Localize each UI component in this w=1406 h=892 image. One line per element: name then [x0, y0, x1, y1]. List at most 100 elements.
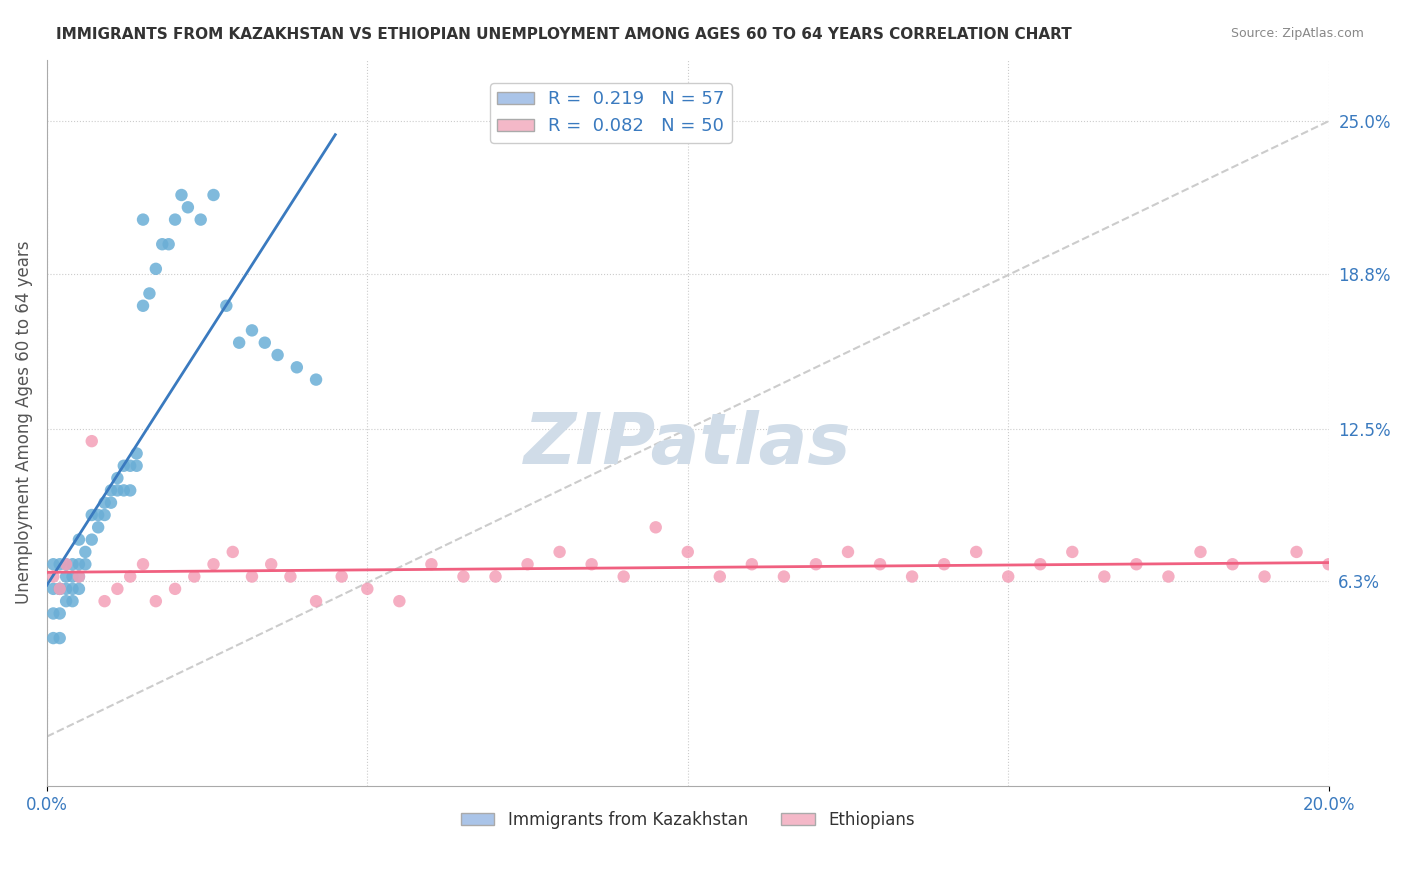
Point	[138, 286, 160, 301]
Point	[112, 483, 135, 498]
Point	[804, 558, 827, 572]
Point	[48, 631, 70, 645]
Point	[55, 558, 77, 572]
Point	[80, 508, 103, 522]
Point	[1157, 569, 1180, 583]
Point	[42, 582, 65, 596]
Point	[67, 533, 90, 547]
Point	[93, 594, 115, 608]
Point	[100, 483, 122, 498]
Point	[709, 569, 731, 583]
Point	[183, 569, 205, 583]
Point	[48, 607, 70, 621]
Point	[120, 458, 142, 473]
Point	[260, 558, 283, 572]
Point	[773, 569, 796, 583]
Point	[55, 558, 77, 572]
Point	[145, 594, 167, 608]
Point	[266, 348, 288, 362]
Point	[240, 569, 263, 583]
Point	[516, 558, 538, 572]
Point	[240, 323, 263, 337]
Text: Source: ZipAtlas.com: Source: ZipAtlas.com	[1230, 27, 1364, 40]
Point	[330, 569, 353, 583]
Point	[48, 582, 70, 596]
Point	[42, 607, 65, 621]
Point	[67, 558, 90, 572]
Point	[75, 545, 97, 559]
Point	[42, 631, 65, 645]
Point	[55, 594, 77, 608]
Point	[1222, 558, 1244, 572]
Point	[48, 558, 70, 572]
Point	[125, 446, 148, 460]
Point	[80, 533, 103, 547]
Point	[253, 335, 276, 350]
Point	[1029, 558, 1052, 572]
Point	[120, 569, 142, 583]
Point	[869, 558, 891, 572]
Point	[1125, 558, 1147, 572]
Point	[67, 569, 90, 583]
Point	[202, 188, 225, 202]
Point	[105, 582, 128, 596]
Point	[202, 558, 225, 572]
Point	[100, 496, 122, 510]
Point	[484, 569, 506, 583]
Point	[305, 373, 328, 387]
Point	[581, 558, 603, 572]
Point	[105, 483, 128, 498]
Point	[997, 569, 1019, 583]
Point	[190, 212, 212, 227]
Point	[177, 200, 200, 214]
Y-axis label: Unemployment Among Ages 60 to 64 years: Unemployment Among Ages 60 to 64 years	[15, 241, 32, 605]
Point	[48, 582, 70, 596]
Point	[548, 545, 571, 559]
Point	[150, 237, 173, 252]
Point	[1189, 545, 1212, 559]
Point	[62, 558, 84, 572]
Point	[157, 237, 180, 252]
Point	[170, 188, 193, 202]
Point	[1092, 569, 1115, 583]
Legend: Immigrants from Kazakhstan, Ethiopians: Immigrants from Kazakhstan, Ethiopians	[454, 805, 921, 836]
Point	[105, 471, 128, 485]
Point	[87, 508, 110, 522]
Point	[305, 594, 328, 608]
Point	[55, 582, 77, 596]
Point	[165, 582, 187, 596]
Point	[1062, 545, 1084, 559]
Point	[932, 558, 955, 572]
Point	[75, 558, 97, 572]
Point	[837, 545, 859, 559]
Point	[62, 594, 84, 608]
Point	[165, 212, 187, 227]
Point	[613, 569, 636, 583]
Point	[67, 569, 90, 583]
Point	[132, 212, 155, 227]
Point	[285, 360, 308, 375]
Point	[145, 261, 167, 276]
Point	[112, 458, 135, 473]
Point	[228, 335, 250, 350]
Point	[741, 558, 763, 572]
Point	[42, 558, 65, 572]
Point	[132, 558, 155, 572]
Point	[453, 569, 475, 583]
Point	[62, 569, 84, 583]
Text: ZIPatlas: ZIPatlas	[524, 410, 852, 479]
Point	[67, 582, 90, 596]
Point	[55, 569, 77, 583]
Point	[356, 582, 378, 596]
Point	[62, 582, 84, 596]
Point	[1253, 569, 1275, 583]
Point	[901, 569, 924, 583]
Point	[388, 594, 411, 608]
Point	[1317, 558, 1340, 572]
Point	[222, 545, 245, 559]
Point	[48, 582, 70, 596]
Point	[1285, 545, 1308, 559]
Point	[93, 508, 115, 522]
Point	[280, 569, 302, 583]
Point	[93, 496, 115, 510]
